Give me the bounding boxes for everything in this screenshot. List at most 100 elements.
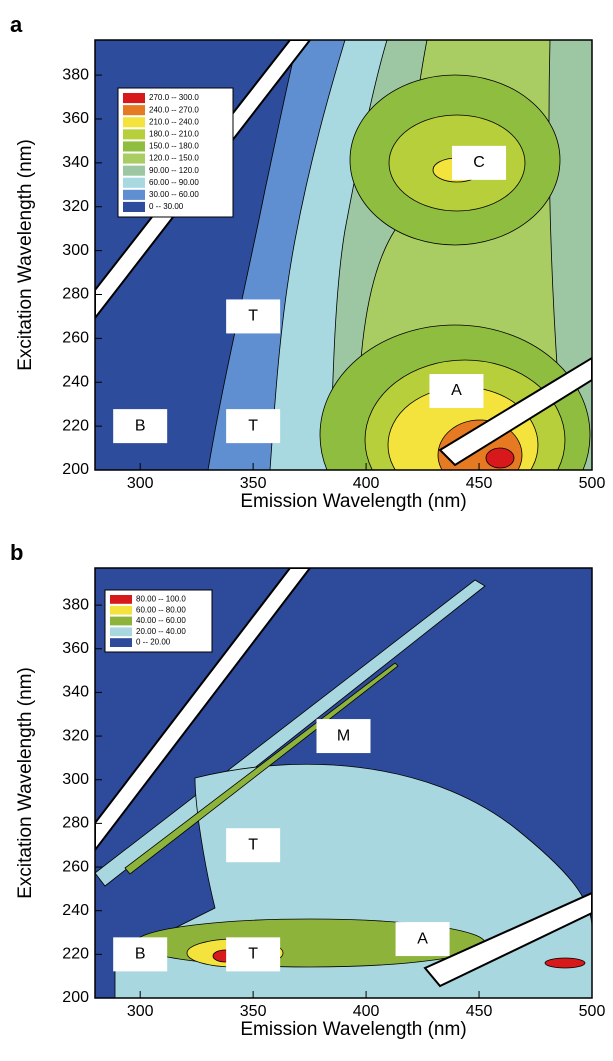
legend-label: 80.00 -- 100.0 (136, 595, 186, 604)
panel-label: a (10, 12, 23, 37)
legend-swatch (123, 93, 145, 104)
x-tick-label: 400 (353, 475, 380, 492)
annotation-box (452, 145, 507, 180)
legend-label: 120.0 -- 150.0 (149, 154, 199, 163)
annotation-box (429, 374, 484, 409)
x-tick-label: 350 (240, 1003, 267, 1020)
x-tick-label: 400 (353, 1003, 380, 1020)
y-tick-label: 260 (62, 330, 89, 347)
legend: 80.00 -- 100.060.00 -- 80.00 40.00 -- 60.… (104, 589, 213, 653)
legend-swatch (123, 153, 145, 164)
x-tick-label: 300 (127, 475, 154, 492)
y-tick-label: 360 (62, 110, 89, 127)
y-tick-label: 380 (62, 66, 89, 83)
y-tick-label: 240 (62, 373, 89, 390)
legend-swatch (123, 117, 145, 128)
y-tick-label: 200 (62, 461, 89, 478)
x-axis-title: Emission Wavelength (nm) (240, 491, 466, 512)
contour-region (485, 447, 515, 469)
x-tick-label: 350 (240, 475, 267, 492)
plot-frame (94, 39, 593, 471)
legend-label: 90.00 -- 120.0 (149, 166, 199, 175)
legend-label: 150.0 -- 180.0 (149, 142, 199, 151)
legend-label: 270.0 -- 300.0 (149, 93, 199, 102)
panel: a 300 350 400 450 500 200 220 240 260 280 300 320 340… (10, 12, 606, 512)
legend-label: 240.0 -- 270.0 (149, 105, 199, 114)
annotation-box (226, 299, 281, 334)
annotation-label: M (337, 727, 350, 744)
annotation-label: A (417, 930, 428, 947)
y-tick-label: 360 (62, 640, 89, 657)
y-tick-label: 220 (62, 946, 89, 963)
x-tick-label: 500 (579, 1003, 606, 1020)
y-tick-label: 280 (62, 286, 89, 303)
y-tick-label: 220 (62, 417, 89, 434)
contour-region (95, 579, 486, 887)
annotation-label: T (248, 836, 258, 853)
annotation-box (316, 719, 371, 754)
legend-swatch (123, 105, 145, 116)
x-axis-title: Emission Wavelength (nm) (240, 1019, 466, 1040)
legend-label: 180.0 -- 210.0 (149, 129, 199, 138)
legend-label: 60.00 -- 80.00 (136, 605, 186, 614)
legend-swatch (123, 165, 145, 176)
legend-label: 0 -- 30.00 (149, 202, 184, 211)
y-tick-label: 280 (62, 815, 89, 832)
scatter-band (95, 568, 312, 852)
legend: 270.0 -- 300.0 240.0 -- 270.0 210.0 -- 240… (117, 87, 234, 218)
annotation-box (226, 828, 281, 863)
y-tick-label: 380 (62, 596, 89, 613)
y-tick-label: 200 (62, 989, 89, 1006)
annotation-box (226, 937, 281, 972)
legend-label: 30.00 -- 60.00 (149, 190, 199, 199)
y-tick-label: 320 (62, 727, 89, 744)
annotation-label: A (451, 382, 462, 399)
legend-swatch (123, 141, 145, 152)
y-tick-label: 240 (62, 902, 89, 919)
annotation-label: C (473, 154, 485, 171)
legend-swatch (110, 638, 132, 647)
panel-label: b (10, 540, 23, 565)
annotation-box (113, 409, 168, 444)
y-tick-label: 340 (62, 684, 89, 701)
annotation-label: T (248, 308, 258, 325)
y-tick-label: 260 (62, 858, 89, 875)
plot-frame (94, 567, 593, 999)
annotation-box (226, 409, 281, 444)
annotation-label: T (248, 946, 258, 963)
x-tick-label: 450 (466, 1003, 493, 1020)
annotation-label: T (248, 417, 258, 434)
panel: b 300 350 400 450 500 200 220 240 260 280 300 320 340… (10, 540, 605, 1040)
legend-swatch (123, 177, 145, 188)
legend-label: 20.00 -- 40.00 (136, 627, 186, 636)
legend-swatch (110, 627, 132, 637)
x-tick-label: 450 (466, 475, 493, 492)
legend-swatch (110, 595, 132, 604)
legend-swatch (123, 189, 145, 200)
y-tick-label: 300 (62, 771, 89, 788)
legend-swatch (123, 201, 145, 212)
scatter-band (438, 356, 592, 467)
annotation-label: B (135, 417, 146, 434)
scatter-band (423, 891, 592, 988)
y-tick-label: 340 (62, 154, 89, 171)
contour-region (124, 662, 399, 875)
annotation-box (395, 922, 450, 957)
y-axis-title: Excitation Wavelength (nm) (15, 667, 36, 899)
x-tick-label: 500 (579, 475, 606, 492)
legend-label: 40.00 -- 60.00 (136, 616, 186, 625)
legend-swatch (110, 616, 132, 626)
y-tick-label: 300 (62, 242, 89, 259)
legend-label: 0 -- 20.00 (136, 638, 171, 647)
annotation-box (113, 937, 168, 972)
legend-swatch (110, 605, 132, 615)
annotation-label: B (135, 946, 146, 963)
legend-label: 60.00 -- 90.00 (149, 178, 199, 187)
contour-region (544, 957, 586, 969)
y-tick-label: 320 (62, 198, 89, 215)
x-tick-label: 300 (127, 1003, 154, 1020)
y-axis-title: Excitation Wavelength (nm) (15, 139, 36, 371)
legend-label: 210.0 -- 240.0 (149, 117, 199, 126)
legend-swatch (123, 129, 145, 140)
